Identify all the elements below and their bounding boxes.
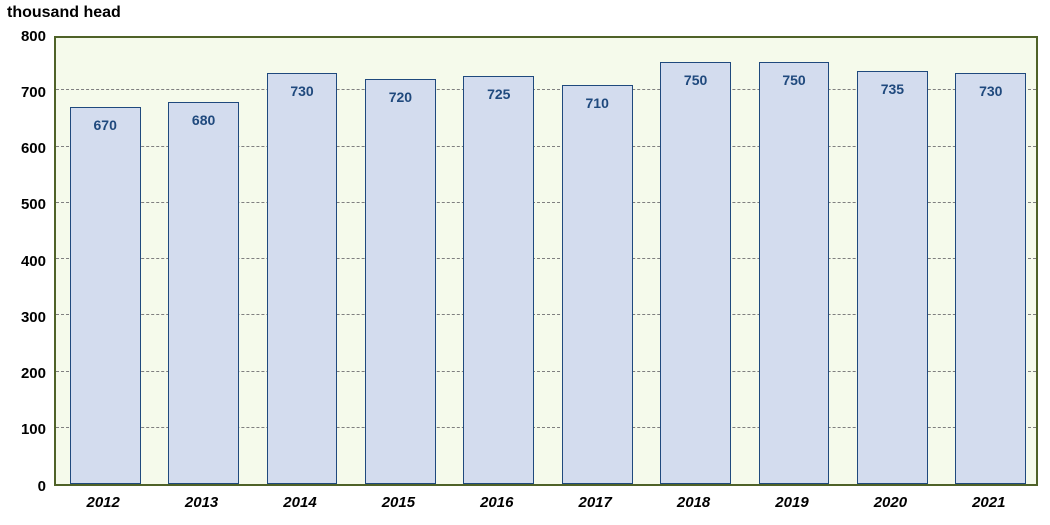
bar [955,73,1026,484]
chart-container: thousand head 67068073072072571075075073… [0,0,1050,525]
bar [365,79,436,484]
bar [562,85,633,484]
x-tick-label: 2014 [251,494,349,511]
y-tick-label: 100 [0,421,46,438]
bar-value-label: 680 [154,112,252,128]
x-tick-label: 2017 [546,494,644,511]
bar-value-label: 710 [548,95,646,111]
x-tick-label: 2012 [54,494,152,511]
y-tick-label: 500 [0,196,46,213]
y-tick-label: 700 [0,84,46,101]
bar-value-label: 720 [351,89,449,105]
y-tick-label: 600 [0,140,46,157]
bar-value-label: 670 [56,117,154,133]
bar-value-label: 730 [253,83,351,99]
y-tick-label: 300 [0,309,46,326]
bar [857,71,928,484]
x-tick-label: 2016 [448,494,546,511]
bar [660,62,731,484]
plot-area: 670680730720725710750750735730 [54,36,1038,486]
x-tick-label: 2019 [743,494,841,511]
bar-value-label: 725 [450,86,548,102]
x-tick-label: 2015 [349,494,447,511]
x-tick-label: 2018 [644,494,742,511]
bar-value-label: 735 [843,81,941,97]
bar [759,62,830,484]
bar [463,76,534,484]
x-tick-label: 2020 [841,494,939,511]
x-tick-label: 2013 [152,494,250,511]
bar [70,107,141,484]
x-tick-label: 2021 [940,494,1038,511]
bar [168,102,239,485]
bar-value-label: 750 [646,72,744,88]
bar-value-label: 730 [942,83,1040,99]
y-tick-label: 800 [0,28,46,45]
bar [267,73,338,484]
y-tick-label: 400 [0,253,46,270]
chart-y-axis-title: thousand head [7,4,121,22]
bar-value-label: 750 [745,72,843,88]
y-tick-label: 200 [0,365,46,382]
y-tick-label: 0 [0,478,46,495]
